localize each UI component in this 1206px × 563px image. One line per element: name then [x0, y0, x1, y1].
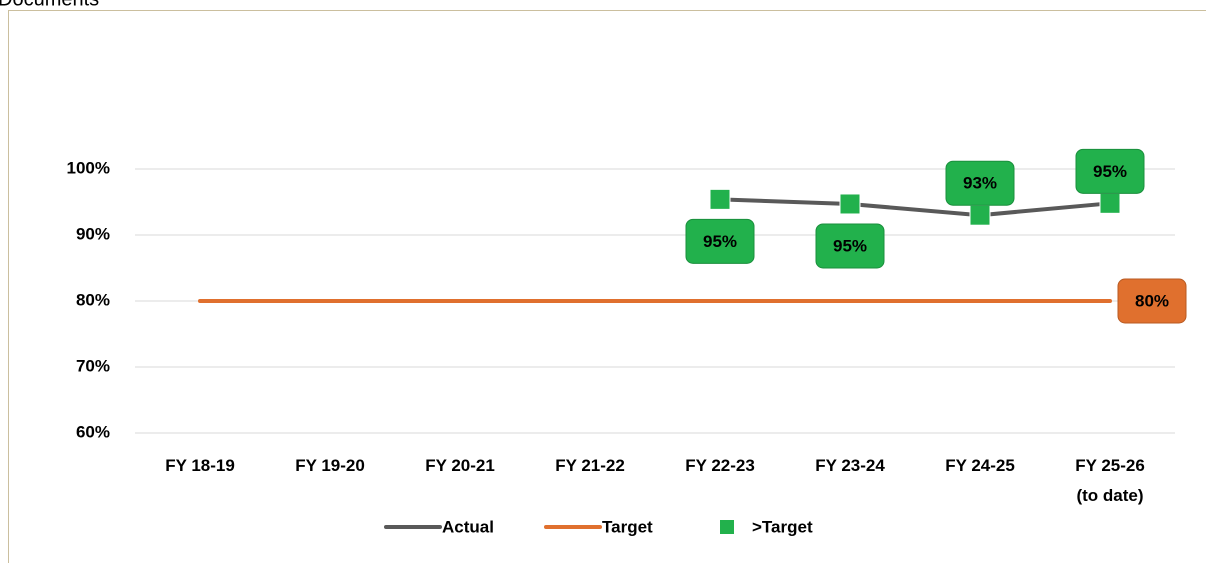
- y-tick-label: 90%: [76, 224, 110, 243]
- y-tick-label: 70%: [76, 356, 110, 375]
- data-label-box: [945, 160, 1015, 206]
- x-tick-label: FY 20-21: [425, 456, 495, 475]
- data-label: 93%: [963, 174, 997, 193]
- page-header: Documents: [0, 0, 99, 10]
- x-tick-label: FY 25-26 (to date): [1075, 456, 1145, 505]
- marker: [969, 204, 991, 226]
- y-tick-label: 60%: [76, 422, 110, 441]
- data-label: 95%: [703, 232, 737, 251]
- x-tick-label: FY 22-23: [685, 456, 755, 475]
- y-tick-label: 80%: [76, 290, 110, 309]
- legend-label: Actual: [442, 517, 494, 536]
- legend-marker: [720, 520, 734, 534]
- data-label: 95%: [833, 236, 867, 255]
- x-tick-label: FY 21-22: [555, 456, 625, 475]
- data-label-box: [685, 218, 755, 264]
- marker: [709, 188, 731, 210]
- data-label-box: [1117, 278, 1187, 324]
- marker: [1099, 192, 1121, 214]
- series-line: [718, 197, 1112, 218]
- marker: [839, 193, 861, 215]
- data-label-box: [1075, 148, 1145, 194]
- y-tick-label: 100%: [67, 158, 110, 177]
- x-tick-label: FY 23-24: [815, 456, 885, 475]
- data-label: 80%: [1135, 291, 1169, 310]
- legend-label: Target: [602, 517, 653, 536]
- x-tick-label: FY 18-19: [165, 456, 235, 475]
- x-tick-label: FY 24-25: [945, 456, 1015, 475]
- x-tick-label: FY 19-20: [295, 456, 365, 475]
- legend-label: >Target: [752, 517, 813, 536]
- data-label-box: [815, 223, 885, 269]
- data-label: 95%: [1093, 162, 1127, 181]
